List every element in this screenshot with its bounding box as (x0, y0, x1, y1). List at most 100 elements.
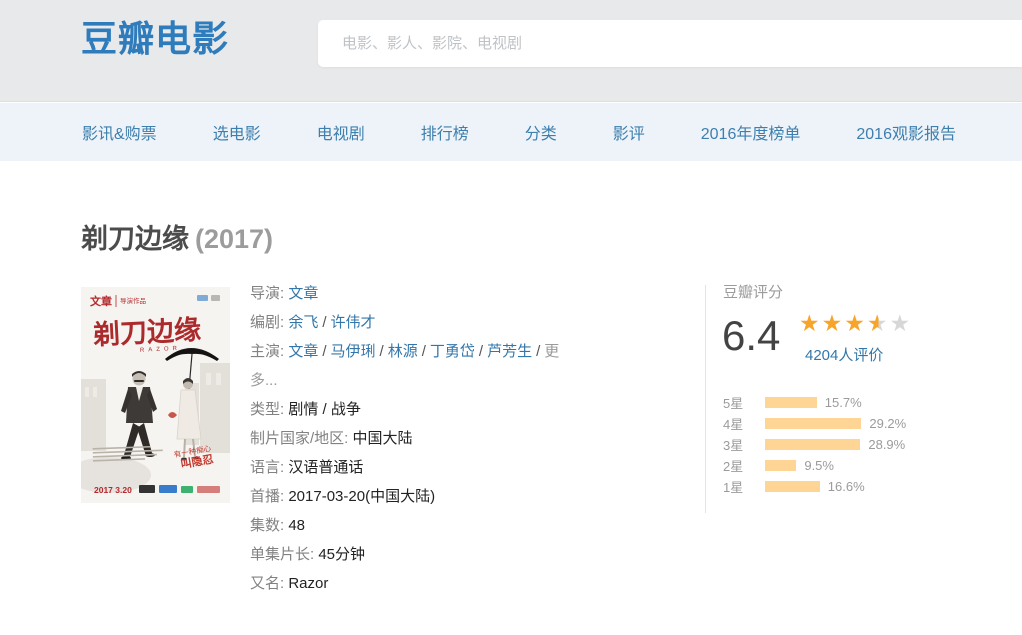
movie-title: 剃刀边缘 (81, 224, 189, 254)
cast-link[interactable]: 芦芳生 (487, 343, 533, 360)
dist-row-5: 5星 15.7% (723, 392, 906, 413)
dist-pct: 9.5% (804, 458, 834, 473)
premiere-value: 2017-03-20(中国大陆) (288, 488, 436, 505)
separator: / (536, 343, 541, 360)
info-row-episodes: 集数: 48 (250, 511, 586, 540)
poster-petal (168, 412, 177, 418)
nav-item-pick-movie[interactable]: 选电影 (212, 126, 261, 143)
poster-image: 文章 导演作品 剃刀边缘 RAZOR (67, 287, 230, 503)
episodes-label: 集数: (250, 517, 285, 534)
dist-bar (765, 439, 861, 450)
dist-pct: 28.9% (868, 437, 906, 452)
poster-man-figure (121, 371, 157, 460)
cast-more-link[interactable]: 更多... (250, 343, 560, 389)
director-link[interactable]: 文章 (288, 285, 319, 302)
poster-release-row: 2017 3.20 (94, 485, 220, 495)
movie-year: (2017) (195, 224, 274, 254)
cast-label: 主演: (250, 343, 285, 360)
region-label: 制片国家/地区: (250, 430, 349, 447)
info-row-genre: 类型: 剧情 / 战争 (250, 395, 586, 424)
svg-text:导演作品: 导演作品 (120, 296, 146, 305)
aka-label: 又名: (250, 575, 285, 592)
votes-link[interactable]: 4204人评价 (805, 347, 884, 364)
episodes-value: 48 (288, 517, 306, 534)
separator: / (379, 343, 384, 360)
info-row-language: 语言: 汉语普通话 (250, 453, 586, 482)
nav-item-tv-series[interactable]: 电视剧 (316, 126, 365, 143)
dist-row-4: 4星 29.2% (723, 413, 906, 434)
writer-link[interactable]: 许伟才 (330, 314, 376, 331)
movie-poster[interactable]: 文章 导演作品 剃刀边缘 RAZOR (67, 287, 230, 503)
svg-text:RAZOR: RAZOR (140, 346, 181, 354)
svg-text:文章: 文章 (90, 294, 112, 308)
dist-label: 1星 (723, 480, 744, 495)
dist-row-1: 1星 16.6% (723, 476, 906, 497)
genre-label: 类型: (250, 401, 285, 418)
movie-info: 导演: 文章 编剧: 余飞 / 许伟才 主演: 文章 / 马伊琍 / 林源 / 丁勇岱 / 芦芳生 /… (250, 279, 586, 598)
info-row-duration: 单集片长: 45分钟 (250, 540, 586, 569)
dist-label: 5星 (723, 396, 744, 411)
info-row-director: 导演: 文章 (250, 279, 586, 308)
language-label: 语言: (250, 459, 285, 476)
separator: / (421, 343, 426, 360)
nav-item-rankings[interactable]: 排行榜 (420, 126, 469, 143)
info-row-aka: 又名: Razor (250, 569, 586, 598)
page-title: 剃刀边缘 (2017) (81, 217, 273, 256)
info-row-region: 制片国家/地区: 中国大陆 (250, 424, 586, 453)
dist-label: 4星 (723, 417, 744, 432)
nav-item-2016-report[interactable]: 2016观影报告 (856, 126, 956, 143)
site-logo[interactable]: 豆瓣电影 (81, 18, 230, 59)
genre-value: 剧情 / 战争 (288, 401, 361, 418)
svg-text:2017 3.20: 2017 3.20 (94, 485, 132, 495)
nav-item-2016-lists[interactable]: 2016年度榜单 (700, 126, 801, 143)
star-icon: ★ (889, 310, 913, 336)
main-nav: 影讯&购票 选电影 电视剧 排行榜 分类 影评 2016年度榜单 2016观影报… (0, 103, 1022, 161)
separator: / (322, 314, 327, 331)
cast-link[interactable]: 丁勇岱 (429, 343, 475, 360)
star-icon: ★ (866, 310, 890, 336)
rating-divider (705, 285, 706, 513)
writers-label: 编剧: (250, 314, 285, 331)
header: 豆瓣电影 (0, 0, 1022, 102)
poster-title: 剃刀边缘 RAZOR (92, 315, 201, 354)
dist-pct: 16.6% (827, 479, 865, 494)
info-row-cast: 主演: 文章 / 马伊琍 / 林源 / 丁勇岱 / 芦芳生 / 更多... (250, 337, 586, 395)
aka-value: Razor (288, 575, 329, 592)
separator: / (478, 343, 484, 360)
info-row-writers: 编剧: 余飞 / 许伟才 (250, 308, 586, 337)
star-icon: ★ (844, 310, 867, 336)
dist-pct: 15.7% (824, 395, 862, 410)
poster-credits-lines (92, 445, 163, 462)
cast-link[interactable]: 马伊琍 (330, 343, 376, 360)
search-input[interactable] (318, 20, 1022, 67)
dist-pct: 29.2% (869, 416, 907, 431)
dist-bar (765, 481, 820, 492)
dist-bar (765, 397, 817, 408)
rating-score: 6.4 (722, 312, 781, 359)
premiere-label: 首播: (250, 488, 285, 505)
star-icon: ★ (821, 310, 845, 336)
rating-distribution: 5星 15.7% 4星 29.2% 3星 28.9% 2星 9.5% 1星 16… (723, 392, 906, 497)
cast-link[interactable]: 林源 (387, 343, 418, 360)
dist-bar (765, 418, 862, 429)
poster-top-logos (197, 295, 220, 301)
duration-label: 单集片长: (250, 546, 315, 563)
writer-link[interactable]: 余飞 (288, 314, 319, 331)
dist-row-3: 3星 28.9% (723, 434, 906, 455)
nav-item-reviews[interactable]: 影评 (612, 126, 645, 143)
rating-section-title: 豆瓣评分 (723, 284, 784, 301)
cast-link[interactable]: 文章 (288, 343, 319, 360)
svg-text:剃刀边缘: 剃刀边缘 (92, 315, 201, 351)
nav-item-categories[interactable]: 分类 (524, 126, 557, 143)
star-icon: ★ (799, 310, 822, 336)
rating-stars-block: ★★★★★ 4204人评价 (799, 312, 912, 365)
separator: / (322, 343, 327, 360)
poster-smoke (67, 457, 151, 493)
nav-item-showtimes-tickets[interactable]: 影讯&购票 (82, 126, 157, 143)
duration-value: 45分钟 (318, 546, 366, 563)
poster-credit: 文章 导演作品 (90, 294, 146, 308)
star-rating: ★★★★★ (799, 312, 912, 338)
poster-woman-figure (165, 348, 219, 461)
info-row-premiere: 首播: 2017-03-20(中国大陆) (250, 482, 586, 511)
